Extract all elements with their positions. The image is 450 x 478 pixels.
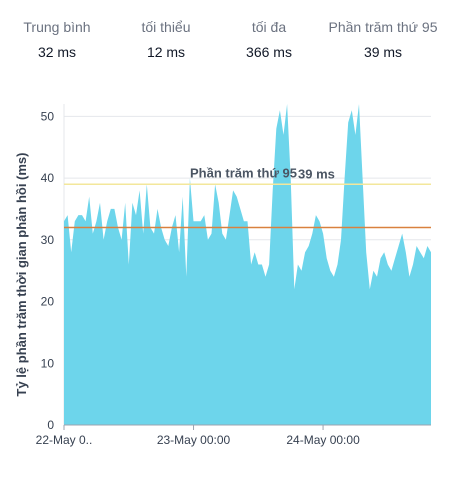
- stat-label: tối đa: [251, 19, 287, 35]
- x-tick-label: 23-May 00:00: [157, 433, 231, 447]
- stat-value: 12 ms: [146, 44, 186, 60]
- stat-average: Trung bình 32 ms: [0, 18, 117, 61]
- y-axis-ticks: 0 10 20 30 40 50: [41, 109, 55, 432]
- p95-line-value-label: 39 ms: [298, 166, 335, 181]
- y-tick-label: 40: [41, 171, 55, 185]
- x-tick-label: 24-May 00:00: [286, 433, 360, 447]
- stat-value: 39 ms: [363, 44, 403, 60]
- stat-label: Trung bình: [23, 19, 91, 35]
- stat-label: tối thiểu: [141, 19, 191, 35]
- stat-value: 366 ms: [246, 44, 292, 60]
- stat-label: Phần trăm thứ 95: [328, 19, 438, 35]
- x-axis-ticks: 22-May 0.. 23-May 00:00 24-May 00:00: [36, 425, 360, 447]
- stat-minimum: tối thiểu 12 ms: [106, 18, 226, 61]
- y-tick-label: 0: [47, 418, 54, 432]
- stats-summary: Trung bình 32 ms tối thiểu 12 ms tối đa …: [0, 0, 450, 80]
- y-tick-label: 10: [41, 356, 55, 370]
- stat-maximum: tối đa 366 ms: [209, 18, 329, 61]
- stat-value: 32 ms: [37, 44, 77, 60]
- y-tick-label: 50: [41, 109, 55, 123]
- stat-p95: Phần trăm thứ 95 39 ms: [323, 18, 443, 61]
- y-tick-label: 30: [41, 233, 55, 247]
- p95-line-label: Phần trăm thứ 95: [190, 165, 297, 180]
- response-time-area: [64, 104, 431, 425]
- x-tick-label: 22-May 0..: [36, 433, 93, 447]
- y-axis-title: Tỷ lệ phần trăm thời gian phản hồi (ms): [14, 153, 29, 397]
- y-tick-label: 20: [41, 295, 55, 309]
